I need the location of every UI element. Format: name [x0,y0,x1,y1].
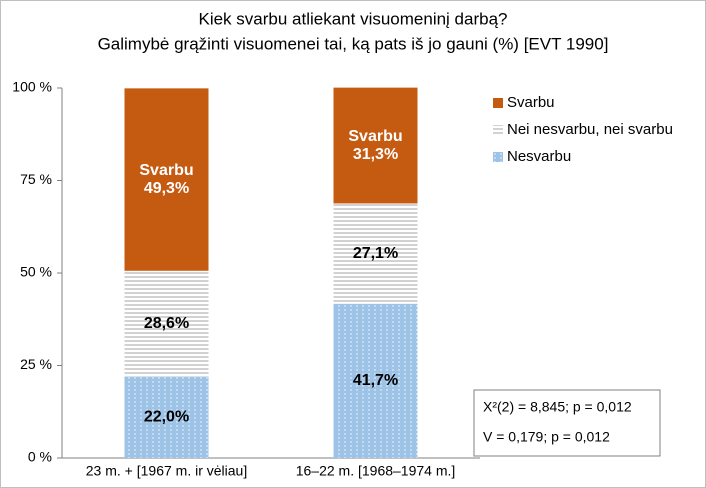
bar-segment [124,270,209,377]
y-tick-label: 75 % [20,171,52,187]
chart-subtitle: Galimybė grąžinti visuomenei tai, ką pat… [98,34,609,53]
legend-label: Nei nesvarbu, nei svarbu [507,121,673,138]
value-label-name: Svarbu [348,128,402,145]
value-label-name: Svarbu [139,162,193,179]
x-tick-label: 16–22 m. [1968–1974 m.] [296,463,456,479]
bar-segment [333,303,418,458]
legend-swatch [493,152,503,162]
annotation: X²(2) = 8,845; p = 0,012 [483,399,632,415]
y-tick-label: 100 % [12,79,52,95]
x-tick-label: 23 m. + [1967 m. ir vėliau] [86,463,247,479]
legend-swatch [493,125,503,135]
annotation: V = 0,179; p = 0,012 [483,429,610,445]
bar-segment [333,87,418,204]
bar-segment [333,203,418,304]
y-tick-label: 25 % [20,356,52,372]
y-tick-label: 50 % [20,264,52,280]
bar-segment [124,88,209,271]
value-label: 41,7% [353,372,398,389]
annotation-box [473,389,661,457]
value-label: 31,3% [353,146,398,163]
legend-swatch [493,98,503,108]
y-tick-label: 0 % [28,449,52,465]
legend-label: Nesvarbu [507,148,571,165]
value-label: 28,6% [144,315,189,332]
legend-label: Svarbu [507,94,555,111]
bar-segment [124,376,209,458]
value-label: 27,1% [353,245,398,262]
chart-title: Kiek svarbu atliekant visuomeninį darbą? [198,9,507,28]
value-label: 49,3% [144,180,189,197]
value-label: 22,0% [144,409,189,426]
